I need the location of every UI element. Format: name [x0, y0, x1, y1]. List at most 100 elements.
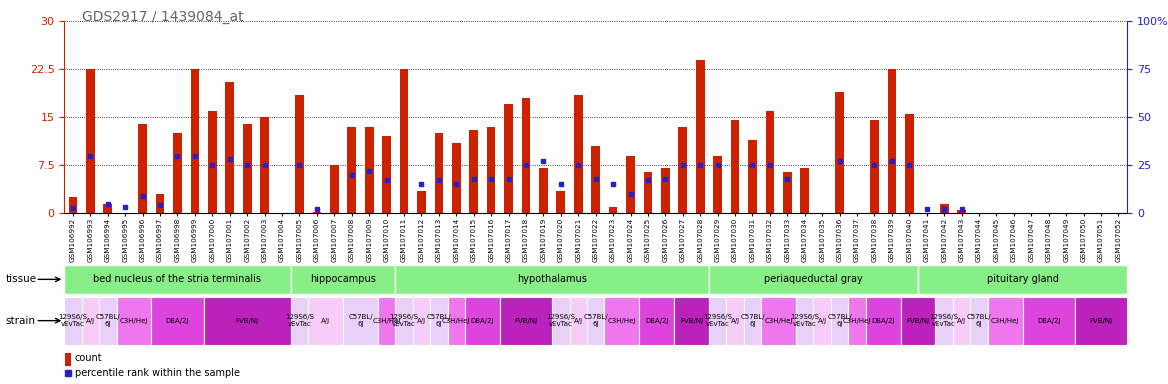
Bar — [609, 207, 618, 213]
Text: A/J: A/J — [85, 318, 95, 324]
Bar — [783, 172, 792, 213]
Bar — [709, 265, 918, 294]
Text: FVB/NJ: FVB/NJ — [236, 318, 259, 324]
Bar — [399, 69, 409, 213]
Bar — [573, 95, 583, 213]
Text: 129S6/S
vEvTac: 129S6/S vEvTac — [791, 314, 819, 327]
Bar — [86, 69, 95, 213]
Bar — [865, 297, 901, 344]
Bar — [329, 165, 339, 213]
Bar — [190, 69, 200, 213]
Bar — [953, 297, 971, 344]
Bar — [1022, 297, 1075, 344]
Bar — [744, 297, 762, 344]
Text: C57BL/
6J: C57BL/ 6J — [583, 314, 609, 327]
Bar — [412, 297, 430, 344]
Bar — [588, 297, 604, 344]
Bar — [800, 168, 809, 213]
Bar — [540, 168, 548, 213]
Bar — [604, 297, 639, 344]
Bar — [104, 204, 112, 213]
Bar — [260, 117, 269, 213]
Bar — [65, 353, 71, 366]
Bar — [749, 139, 757, 213]
Text: DBA/2J: DBA/2J — [166, 318, 189, 324]
Bar — [696, 60, 704, 213]
Text: A/J: A/J — [573, 318, 583, 324]
Bar — [296, 95, 304, 213]
Bar — [138, 124, 147, 213]
Text: 129S6/S
vEvTac: 129S6/S vEvTac — [930, 314, 959, 327]
Text: A/J: A/J — [730, 318, 739, 324]
Text: C3H/HeJ: C3H/HeJ — [990, 318, 1020, 324]
Bar — [848, 297, 865, 344]
Bar — [940, 204, 948, 213]
Bar — [225, 82, 234, 213]
Text: 129S6/S
vEvTac: 129S6/S vEvTac — [389, 314, 418, 327]
Bar — [417, 191, 426, 213]
Text: hypothalamus: hypothalamus — [517, 274, 588, 285]
Bar — [395, 297, 412, 344]
Bar — [430, 297, 447, 344]
Text: FVB/NJ: FVB/NJ — [906, 318, 930, 324]
Bar — [661, 168, 669, 213]
Bar — [552, 297, 570, 344]
Bar — [470, 130, 478, 213]
Bar — [308, 297, 343, 344]
Text: A/J: A/J — [818, 318, 827, 324]
Text: A/J: A/J — [321, 318, 331, 324]
Bar — [343, 297, 378, 344]
Text: A/J: A/J — [957, 318, 966, 324]
Bar — [173, 133, 182, 213]
Bar — [313, 212, 321, 213]
Bar — [835, 91, 844, 213]
Text: pituitary gland: pituitary gland — [987, 274, 1058, 285]
Text: C57BL/
6J: C57BL/ 6J — [741, 314, 765, 327]
Bar — [709, 297, 726, 344]
Text: C3H/HeJ: C3H/HeJ — [764, 318, 793, 324]
Bar — [1075, 297, 1127, 344]
Bar — [830, 297, 848, 344]
Text: DBA/2J: DBA/2J — [871, 318, 895, 324]
Bar — [152, 297, 203, 344]
Bar — [64, 297, 82, 344]
Bar — [958, 210, 966, 213]
Text: C57BL/
6J: C57BL/ 6J — [96, 314, 120, 327]
Bar — [452, 143, 460, 213]
Bar — [731, 120, 739, 213]
Bar — [918, 265, 1127, 294]
Text: C3H/HeJ: C3H/HeJ — [843, 318, 871, 324]
Bar — [639, 297, 674, 344]
Bar — [382, 136, 391, 213]
Text: C57BL/
6J: C57BL/ 6J — [426, 314, 451, 327]
Bar — [117, 297, 152, 344]
Bar — [69, 197, 77, 213]
Bar — [988, 297, 1022, 344]
Bar — [378, 297, 395, 344]
Bar — [813, 297, 830, 344]
Text: DBA/2J: DBA/2J — [645, 318, 668, 324]
Bar — [888, 69, 896, 213]
Text: DBA/2J: DBA/2J — [1037, 318, 1061, 324]
Bar — [570, 297, 588, 344]
Bar — [674, 297, 709, 344]
Bar — [487, 127, 495, 213]
Text: count: count — [75, 353, 103, 363]
Text: strain: strain — [6, 316, 36, 326]
Text: tissue: tissue — [6, 274, 37, 285]
Bar — [870, 120, 878, 213]
Text: percentile rank within the sample: percentile rank within the sample — [75, 368, 239, 378]
Bar — [522, 98, 530, 213]
Bar — [679, 127, 687, 213]
Text: DBA/2J: DBA/2J — [471, 318, 494, 324]
Bar — [762, 297, 797, 344]
Bar — [765, 111, 774, 213]
Bar — [447, 297, 465, 344]
Text: A/J: A/J — [417, 318, 426, 324]
Text: C3H/HeJ: C3H/HeJ — [120, 318, 148, 324]
Bar — [726, 297, 744, 344]
Text: periaqueductal gray: periaqueductal gray — [764, 274, 863, 285]
Bar — [626, 156, 635, 213]
Text: hippocampus: hippocampus — [310, 274, 376, 285]
Text: C57BL/
6J: C57BL/ 6J — [827, 314, 851, 327]
